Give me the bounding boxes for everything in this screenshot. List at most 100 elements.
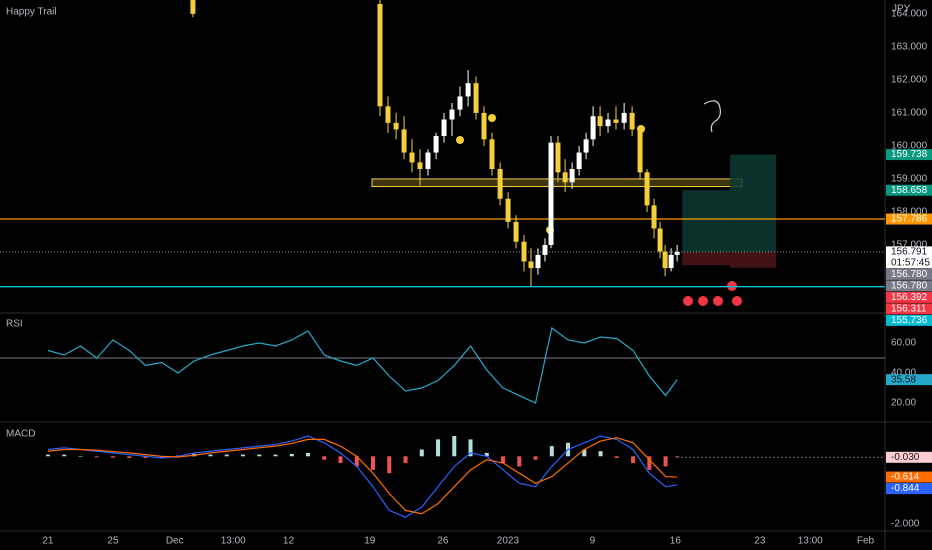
value-label: -0.030 [891, 452, 920, 463]
histogram-bar [403, 456, 408, 464]
macd-line [47, 435, 678, 518]
histogram-bar [468, 439, 473, 457]
x-tick-label: 13:00 [221, 536, 246, 547]
event-icon[interactable] [732, 296, 742, 306]
histogram-bar [533, 456, 538, 460]
price-label-bg [886, 184, 932, 196]
value-label-bg [886, 451, 932, 463]
price-label: 156.780 [891, 281, 928, 292]
drawing-question [703, 100, 721, 133]
x-tick-label: 16 [670, 536, 682, 547]
histogram-bar [78, 456, 83, 457]
histogram-bar [663, 456, 668, 467]
histogram-bar [62, 454, 67, 457]
zone-box [371, 178, 743, 188]
histogram-bar [582, 449, 587, 457]
y-tick-label: 160.000 [891, 141, 928, 152]
position-loss [730, 251, 777, 268]
y-tick-label: 161.000 [891, 108, 928, 119]
position-profit [730, 154, 777, 252]
histogram-bar [387, 456, 392, 474]
histogram-bar [110, 456, 115, 458]
price-label: 156.780 [891, 269, 928, 280]
candle-body [441, 119, 447, 137]
candle-body [657, 228, 663, 252]
position-profit [682, 190, 731, 252]
histogram-bar [240, 454, 245, 457]
value-label-bg [886, 471, 932, 483]
event-icon[interactable] [727, 281, 737, 291]
histogram-bar [127, 456, 132, 458]
price-label-bg [886, 303, 932, 315]
price-label-bg [886, 149, 932, 161]
countdown-label: 01:57:45 [891, 258, 930, 269]
candle-body [401, 129, 407, 153]
price-label: 156.392 [891, 292, 928, 303]
x-tick-label: 21 [42, 536, 54, 547]
histogram-bar [338, 456, 343, 464]
currency-label: JPY [892, 4, 911, 15]
candle-body [644, 172, 650, 206]
histogram-bar [647, 456, 652, 470]
x-tick-label: 26 [437, 536, 449, 547]
candle-body [562, 172, 568, 183]
position-loss [682, 251, 731, 266]
candle-body [481, 112, 487, 140]
price-label-bg [886, 213, 932, 225]
value-label-bg [886, 374, 932, 386]
candle-body [513, 221, 519, 242]
y-tick-label: -2.000 [891, 519, 920, 530]
price-label-bg [886, 291, 932, 303]
candle-body [613, 119, 619, 123]
price-label: 157.786 [891, 214, 928, 225]
candle-body [621, 112, 627, 123]
price-label-bg [886, 314, 932, 326]
macd-line [47, 437, 678, 515]
y-tick-label: 157.000 [891, 240, 928, 251]
x-tick-label: 25 [107, 536, 119, 547]
candle-body [473, 83, 479, 113]
x-tick-label: 19 [364, 536, 376, 547]
candle-body [590, 116, 596, 140]
event-icon[interactable] [698, 296, 708, 306]
candle-body [583, 139, 589, 153]
y-tick-label: 159.000 [891, 174, 928, 185]
candle-body [489, 139, 495, 170]
candle-body [535, 254, 541, 269]
price-label: 155.736 [891, 315, 928, 326]
histogram-bar [631, 456, 636, 464]
candle-body [409, 152, 415, 163]
histogram-bar [45, 454, 50, 457]
candle-body [668, 254, 674, 269]
x-tick-label: 2023 [497, 536, 520, 547]
event-icon[interactable] [713, 296, 723, 306]
histogram-bar [354, 456, 359, 467]
x-tick-label: 23 [754, 536, 766, 547]
y-tick-label: 162.000 [891, 75, 928, 86]
y-tick-label: 158.000 [891, 207, 928, 218]
histogram-bar [257, 454, 262, 457]
candle-body [457, 96, 463, 110]
histogram-bar [501, 456, 506, 464]
candle-body [425, 152, 431, 170]
candle-body [605, 119, 611, 127]
y-tick-label: 20.00 [891, 398, 916, 409]
event-icon[interactable] [683, 296, 693, 306]
candle-body [190, 0, 196, 14]
y-tick-label: 164.000 [891, 9, 928, 20]
candle-body [393, 122, 399, 130]
histogram-bar [419, 449, 424, 457]
rsi-line [47, 326, 678, 404]
price-label-bg [886, 268, 932, 280]
histogram-bar [484, 452, 489, 457]
candle-body [637, 129, 643, 173]
x-tick-label: Dec [166, 536, 184, 547]
price-label-bg [886, 280, 932, 292]
histogram-bar [159, 456, 164, 458]
emoji-icon [488, 114, 496, 122]
candle-body [651, 205, 657, 229]
y-tick-label: 60.00 [891, 338, 916, 349]
